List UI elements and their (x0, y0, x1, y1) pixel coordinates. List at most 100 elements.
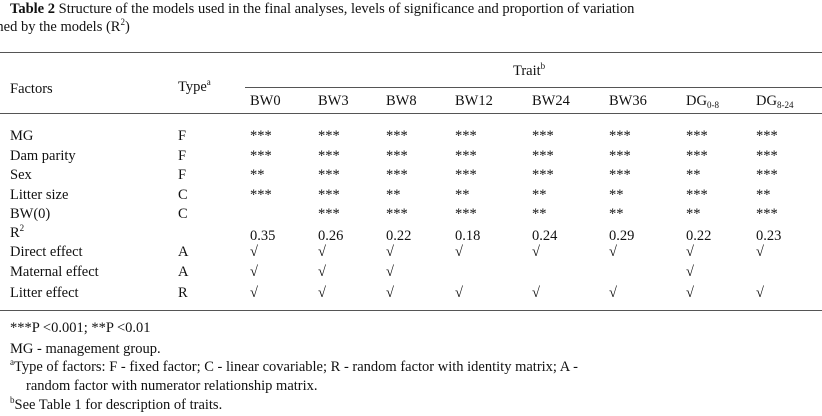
cell: *** (386, 167, 408, 183)
cell: *** (318, 167, 340, 183)
column-header: DG0-8 (686, 93, 719, 110)
cell: 0.24 (532, 228, 558, 244)
title-text: Structure of the models used in the fina… (0, 1, 635, 35)
cell: ** (686, 206, 701, 222)
cell: √ (686, 285, 694, 301)
cell: √ (455, 244, 463, 260)
cell: √ (250, 264, 258, 280)
cell: √ (756, 285, 764, 301)
cell: √ (386, 244, 394, 260)
row-factor: MG (10, 128, 34, 144)
footnote-text: ***P <0.001; **P <0.01 (10, 320, 151, 336)
row-factor: Sex (10, 167, 32, 183)
title-end: ) (124, 19, 130, 35)
row-factor: Direct effect (10, 244, 83, 260)
row-type: A (178, 264, 189, 280)
cell: *** (250, 187, 272, 203)
row-factor: Maternal effect (10, 264, 99, 280)
column-header: BW24 (532, 93, 570, 109)
cell: *** (609, 148, 631, 164)
title-sup: 2 (120, 17, 125, 27)
cell: *** (532, 167, 554, 183)
cell: ** (686, 167, 701, 183)
cell: 0.22 (686, 228, 712, 244)
column-header: BW12 (455, 93, 493, 109)
cell: *** (455, 206, 477, 222)
cell: 0.35 (250, 228, 276, 244)
header-trait-sup: b (540, 61, 546, 71)
cell: 0.29 (609, 228, 635, 244)
row-factor: Dam parity (10, 148, 76, 164)
cell: ** (532, 187, 547, 203)
column-sub: 8-24 (776, 100, 794, 110)
cell: √ (609, 285, 617, 301)
cell: 0.18 (455, 228, 481, 244)
cell: √ (532, 244, 540, 260)
cell: ** (386, 187, 401, 203)
cell: *** (250, 128, 272, 144)
footnote-sup: b (10, 395, 15, 405)
cell: *** (756, 167, 778, 183)
row-factor: Litter size (10, 187, 69, 203)
cell: *** (686, 148, 708, 164)
cell: *** (756, 206, 778, 222)
cell: √ (756, 244, 764, 260)
cell: *** (318, 206, 340, 222)
cell: ** (609, 187, 624, 203)
row-type: C (178, 206, 188, 222)
cell: *** (318, 187, 340, 203)
table-label: Table 2 (10, 1, 55, 17)
header-trait: Traitb (513, 61, 546, 80)
cell: ** (250, 167, 265, 183)
cell: *** (318, 128, 340, 144)
column-sub: 0-8 (706, 100, 719, 110)
cell: *** (609, 128, 631, 144)
cell: √ (532, 285, 540, 301)
cell: 0.26 (318, 228, 344, 244)
cell: √ (386, 264, 394, 280)
cell: *** (532, 148, 554, 164)
row-type: R (178, 285, 188, 301)
footnote-text: See Table 1 for description of traits. (14, 397, 223, 413)
cell: *** (532, 128, 554, 144)
cell: √ (609, 244, 617, 260)
row-type: A (178, 244, 189, 260)
row-factor: Litter effect (10, 285, 79, 301)
cell: √ (250, 285, 258, 301)
rule (0, 113, 822, 114)
cell: √ (318, 264, 326, 280)
row-type: F (178, 128, 187, 144)
cell: √ (386, 285, 394, 301)
rule (245, 87, 822, 88)
cell: √ (455, 285, 463, 301)
cell: *** (250, 148, 272, 164)
column-header: BW36 (609, 93, 647, 109)
cell: *** (455, 148, 477, 164)
cell: ** (609, 206, 624, 222)
cell: √ (318, 285, 326, 301)
column-header: BW8 (386, 93, 417, 109)
cell: *** (686, 128, 708, 144)
cell: *** (455, 128, 477, 144)
cell: ** (455, 187, 470, 203)
cell: *** (318, 148, 340, 164)
cell: 0.23 (756, 228, 782, 244)
column-header: DG8-24 (756, 93, 794, 110)
footnote: aType of factors: F - fixed factor; C - … (10, 358, 578, 376)
cell: *** (386, 128, 408, 144)
row-type: F (178, 167, 187, 183)
cell: √ (686, 264, 694, 280)
footnote-sup: a (10, 357, 14, 367)
row-factor: BW(0) (10, 206, 51, 222)
footnote: bSee Table 1 for description of traits. (10, 396, 222, 414)
footnote: ***P <0.001; **P <0.01 (10, 319, 151, 337)
rule (0, 310, 822, 311)
cell: √ (250, 244, 258, 260)
cell: *** (386, 206, 408, 222)
cell: *** (609, 167, 631, 183)
header-factors: Factors (10, 81, 53, 97)
title-line: Table 2 Structure of the models used in … (0, 0, 635, 36)
row-factor: R2 (10, 223, 25, 242)
footnote-text: MG - management group. (10, 341, 161, 357)
